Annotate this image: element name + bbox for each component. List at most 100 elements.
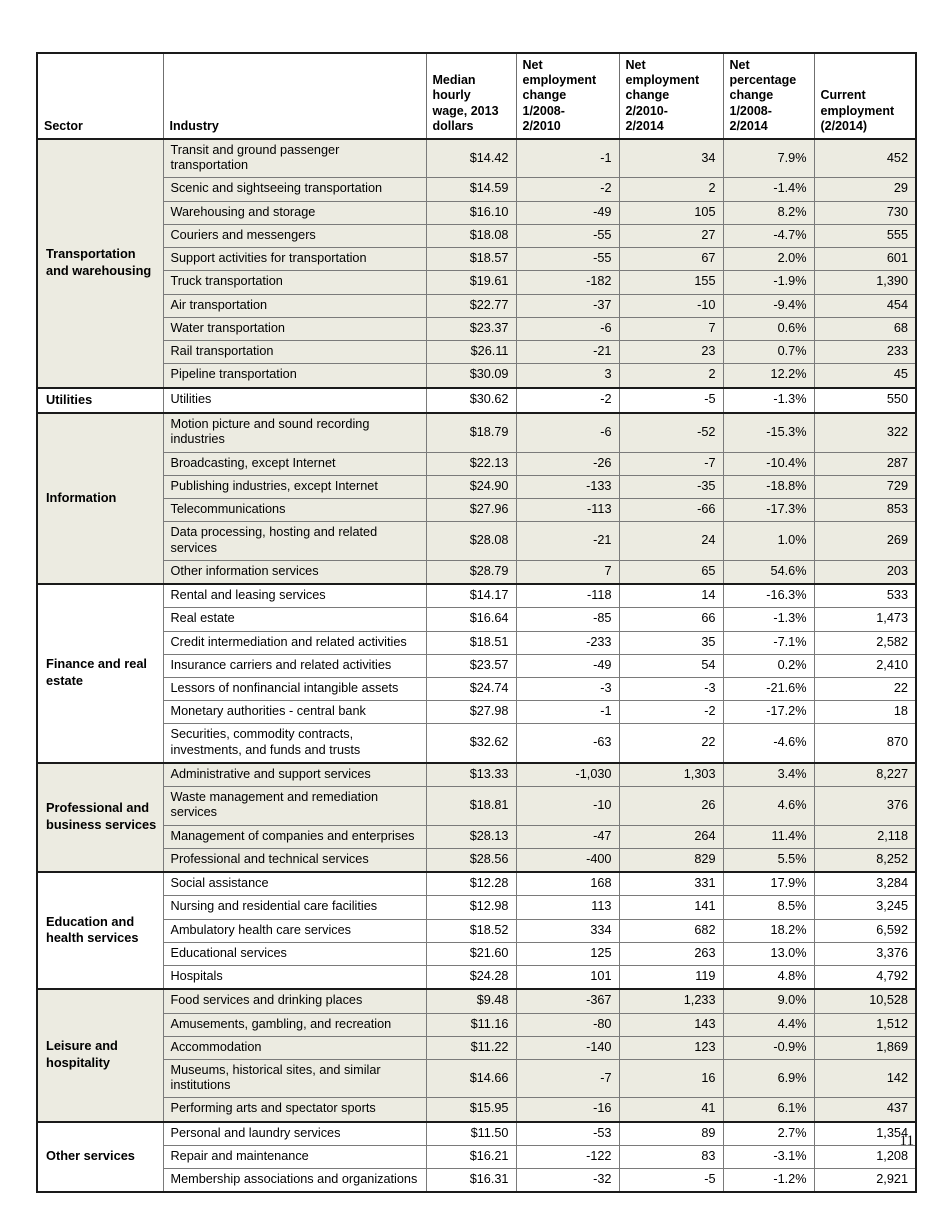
net-employment-change-2-cell: 2 [618,363,724,389]
current-employment-cell: 601 [813,247,917,272]
net-employment-change-2-cell: -66 [618,498,724,523]
net-percentage-change-cell: -0.9% [722,1035,815,1061]
current-employment-cell: 1,869 [813,1035,917,1061]
current-employment-cell: 3,376 [813,941,917,967]
current-employment-cell: 437 [813,1097,917,1123]
net-employment-change-2-cell: 24 [618,521,724,561]
net-percentage-change-cell: -17.2% [722,700,815,725]
sector-cell: Transportation and warehousing [36,138,164,389]
net-employment-change-2-cell: 54 [618,653,724,679]
industry-name-cell: Telecommunications [162,498,427,523]
net-employment-change-2-cell: 155 [618,270,724,295]
header-line: employment [625,73,700,87]
header-line: (2/2014) [820,118,868,133]
current-employment-cell: 68 [813,316,917,342]
net-percentage-change-cell: -1.3% [722,607,815,632]
net-employment-change-1-cell: -1 [515,138,620,179]
header-line: hourly [432,88,471,103]
median-hourly-wage-cell: $22.77 [425,293,517,318]
industry-name-cell: Insurance carriers and related activitie… [162,653,427,679]
median-hourly-wage-cell: $18.08 [425,223,517,249]
net-percentage-change-cell: -1.4% [722,177,815,202]
current-employment-cell: 322 [813,412,917,453]
table-row: Real estate $16.64 -85 66 -1.3% 1,473 [37,607,917,632]
current-employment-cell: 853 [813,498,917,523]
net-employment-change-2-cell: 105 [618,200,724,225]
net-employment-change-1-cell: 168 [515,871,620,897]
median-hourly-wage-cell: $28.08 [425,521,517,561]
industry-name-cell: Water transportation [162,316,427,342]
median-hourly-wage-cell: $22.13 [425,451,517,476]
table-row: Support activities for transportation $18… [37,247,917,272]
net-employment-change-2-cell: -5 [618,386,724,414]
column-header-median-hourly-wage: Median hourly wage, 2013 dollars [425,52,517,140]
net-employment-change-2-cell: 7 [618,316,724,342]
net-percentage-change-cell: 0.6% [722,316,815,342]
median-hourly-wage-cell: $24.28 [425,965,517,990]
median-hourly-wage-cell: $16.10 [425,200,517,225]
header-line: Net [729,57,750,72]
industry-name-cell: Real estate [162,607,427,632]
net-employment-change-2-cell: 67 [618,247,724,272]
current-employment-cell: 550 [813,386,917,414]
current-employment-cell: 870 [813,723,917,764]
industry-name-cell: Hospitals [162,965,427,990]
net-employment-change-1-cell: -140 [515,1035,620,1061]
net-employment-change-1-cell: -32 [515,1168,620,1193]
net-percentage-change-cell: -10.4% [722,451,815,476]
table-row: Truck transportation $19.61 -182 155 -1.9% 1,… [37,270,917,295]
table-row: Leisure and hospitality Food services and… [36,988,917,1123]
column-header-net-percentage-change: Net percentage change 1/2008- 2/2014 [722,52,815,140]
median-hourly-wage-cell: $16.21 [425,1144,517,1170]
industry-name-cell: Management of companies and enterprises [162,824,427,849]
sector-cell: Professional and business services [36,761,164,873]
sector-cell: Education and health services [36,871,164,990]
net-employment-change-2-cell: 14 [618,583,724,609]
net-percentage-change-cell: 5.5% [722,847,815,873]
industry-name-cell: Membership associations and organization… [162,1168,427,1193]
header-line: Median [432,73,476,87]
net-employment-change-1-cell: 7 [515,559,620,585]
net-percentage-change-cell: 3.4% [722,761,815,788]
median-hourly-wage-cell: $16.31 [425,1168,517,1193]
net-percentage-change-cell: -3.1% [722,1144,815,1170]
table-row: Monetary authorities - central bank $27.9… [37,700,917,725]
industry-name-cell: Utilities [162,386,427,414]
median-hourly-wage-cell: $23.57 [425,653,517,679]
net-percentage-change-cell: 11.4% [722,824,815,849]
median-hourly-wage-cell: $26.11 [425,340,517,365]
median-hourly-wage-cell: $16.64 [425,607,517,632]
net-employment-change-2-cell: -10 [618,293,724,318]
header-line: change [729,88,774,103]
current-employment-cell: 8,227 [813,761,917,788]
net-employment-change-1-cell: -47 [515,824,620,849]
current-employment-cell: 1,354 [813,1120,917,1146]
median-hourly-wage-cell: $27.98 [425,700,517,725]
table-row: Repair and maintenance $16.21 -122 83 -3.1% 1… [37,1144,917,1170]
table-row: Museums, historical sites, and similar i… [37,1058,917,1099]
net-percentage-change-cell: -9.4% [722,293,815,318]
net-employment-change-1-cell: -55 [515,247,620,272]
net-employment-change-1-cell: 3 [515,363,620,389]
net-employment-change-2-cell: 41 [618,1097,724,1123]
net-percentage-change-cell: -21.6% [722,677,815,702]
net-employment-change-1-cell: -55 [515,223,620,249]
table-row: Credit intermediation and related activi… [37,630,917,655]
net-employment-change-1-cell: -16 [515,1097,620,1123]
current-employment-cell: 8,252 [813,847,917,873]
net-employment-change-1-cell: -113 [515,498,620,523]
table-row: Transportation and warehousing Transit an… [36,138,917,389]
median-hourly-wage-cell: $23.37 [425,316,517,342]
net-employment-change-2-cell: -5 [618,1168,724,1193]
median-hourly-wage-cell: $32.62 [425,723,517,764]
net-employment-change-1-cell: 125 [515,941,620,967]
net-percentage-change-cell: 6.9% [722,1058,815,1099]
industry-name-cell: Warehousing and storage [162,200,427,225]
net-percentage-change-cell: 0.2% [722,653,815,679]
median-hourly-wage-cell: $13.33 [425,761,517,788]
median-hourly-wage-cell: $18.52 [425,918,517,943]
industry-name-cell: Publishing industries, except Internet [162,474,427,500]
median-hourly-wage-cell: $30.09 [425,363,517,389]
table-row: Couriers and messengers $18.08 -55 27 -4.7% 5… [37,223,917,249]
